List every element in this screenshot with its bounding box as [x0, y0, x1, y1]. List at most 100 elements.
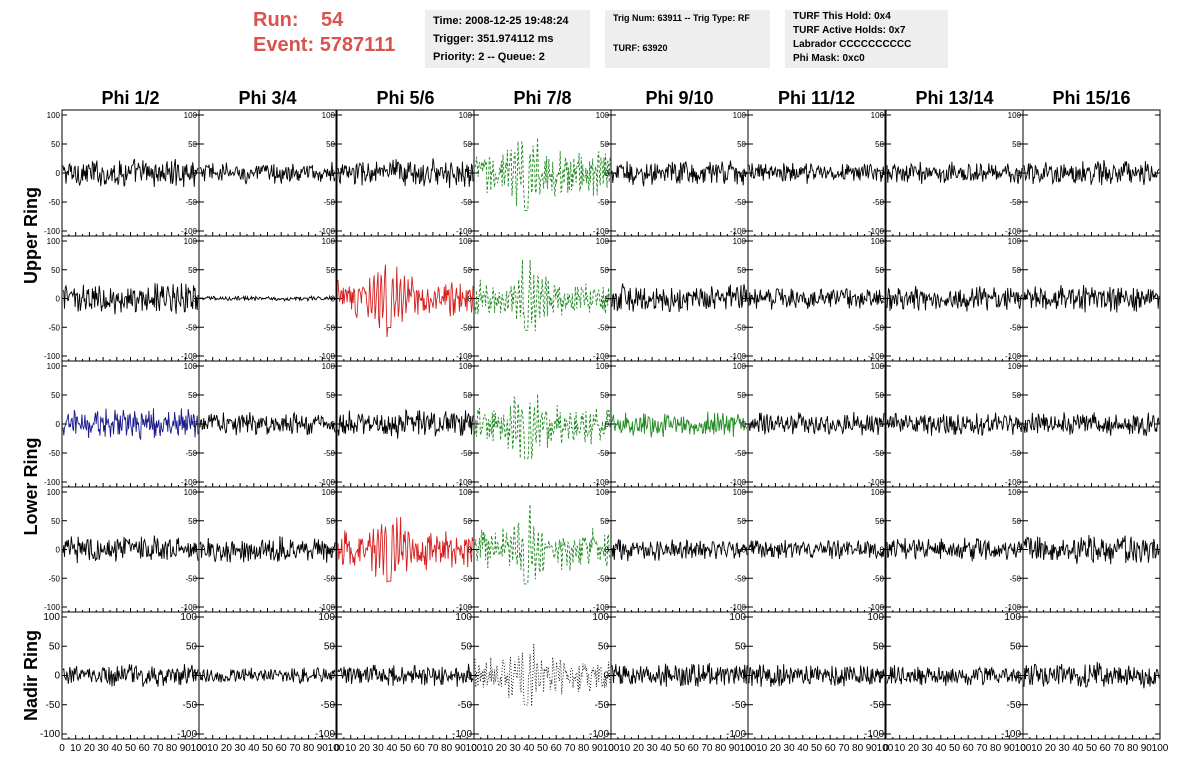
y-tick-label: -50 — [48, 198, 60, 207]
x-tick-label: 90 — [180, 743, 192, 754]
x-tick-label: 50 — [811, 743, 823, 754]
y-tick-label: 100 — [47, 237, 61, 246]
y-tick-label: 100 — [871, 362, 885, 371]
x-tick-label: 100 — [191, 743, 208, 754]
waveform-trace — [62, 158, 199, 188]
x-tick-label: 70 — [564, 743, 576, 754]
x-tick-label: 0 — [471, 743, 477, 754]
y-tick-label: 100 — [459, 111, 473, 120]
x-tick-label: 100 — [877, 743, 894, 754]
y-tick-label: 50 — [51, 391, 60, 400]
waveform-trace — [337, 408, 474, 439]
x-tick-label: 0 — [334, 743, 340, 754]
y-tick-label: 50 — [735, 641, 747, 652]
turf-text: TURF: 63920 — [613, 43, 668, 53]
y-tick-label: 0 — [331, 295, 336, 304]
x-tick-label: 90 — [1141, 743, 1153, 754]
x-tick-label: 80 — [303, 743, 315, 754]
waveform-panel: 100 50 0 -50 -100 — [730, 235, 886, 362]
y-tick-label: 100 — [871, 237, 885, 246]
x-tick-label: 50 — [949, 743, 961, 754]
y-tick-label: -50 — [460, 198, 472, 207]
y-tick-label: -100 — [593, 603, 610, 612]
y-tick-label: 50 — [461, 641, 473, 652]
waveform-panel: 100 50 0 -50 -100 — [181, 109, 337, 237]
y-tick-label: 100 — [184, 362, 198, 371]
y-tick-label: -100 — [868, 352, 885, 361]
y-tick-label: -100 — [319, 227, 336, 236]
x-tick-label: 90 — [1004, 743, 1016, 754]
waveform-trace — [474, 643, 611, 707]
waveform-panel: 100 50 0 -50 -100 — [1005, 486, 1161, 613]
y-tick-label: 0 — [880, 295, 885, 304]
y-tick-label: 100 — [318, 612, 335, 623]
x-tick-label: 80 — [166, 743, 178, 754]
x-tick-label: 30 — [98, 743, 110, 754]
waveform-trace — [199, 666, 336, 685]
y-tick-label: -50 — [323, 198, 335, 207]
x-tick-label: 30 — [235, 743, 247, 754]
y-tick-label: 100 — [43, 612, 60, 623]
y-tick-label: 50 — [324, 641, 336, 652]
x-tick-label: 90 — [866, 743, 878, 754]
waveform-trace — [611, 538, 748, 562]
y-tick-label: -50 — [734, 323, 746, 332]
x-tick-label: 90 — [729, 743, 741, 754]
column-title: Phi 5/6 — [376, 88, 434, 108]
x-tick-label: 20 — [633, 743, 645, 754]
x-tick-label: 0 — [1020, 743, 1026, 754]
y-tick-label: -100 — [1005, 352, 1022, 361]
y-tick-label: -50 — [732, 700, 747, 711]
y-tick-label: -50 — [1009, 574, 1021, 583]
y-tick-label: 0 — [740, 671, 746, 682]
y-tick-label: 50 — [600, 391, 609, 400]
y-tick-label: -100 — [593, 227, 610, 236]
y-tick-label: 0 — [468, 169, 473, 178]
waveform-trace — [62, 408, 199, 441]
y-tick-label: -50 — [872, 323, 884, 332]
y-tick-label: -50 — [323, 323, 335, 332]
waveform-trace — [748, 162, 885, 184]
y-tick-label: 50 — [49, 641, 61, 652]
x-tick-label: 40 — [248, 743, 260, 754]
y-tick-label: 100 — [184, 237, 198, 246]
x-tick-label: 70 — [427, 743, 439, 754]
waveform-panel: 100 50 0 -50 -100 — [589, 611, 749, 740]
waveform-trace — [1023, 159, 1160, 186]
waveform-trace — [748, 288, 885, 310]
y-tick-label: 0 — [605, 295, 610, 304]
waveform-panel: 100 50 0 -50 -100 — [315, 611, 475, 740]
x-tick-label: 40 — [386, 743, 398, 754]
y-tick-label: 50 — [737, 391, 746, 400]
y-tick-label: -100 — [593, 352, 610, 361]
waveform-panel: 100 50 0 -50 -100 — [868, 360, 1024, 488]
waveform-panel: 100 50 0 -50 -100 — [181, 486, 337, 613]
waveform-panel: 100 50 0 -50 -100 — [868, 486, 1024, 613]
y-tick-label: -100 — [730, 352, 747, 361]
y-tick-label: -100 — [44, 603, 61, 612]
y-tick-label: -50 — [458, 700, 473, 711]
column-title: Phi 13/14 — [915, 88, 993, 108]
y-tick-label: 50 — [600, 266, 609, 275]
y-tick-label: 100 — [180, 612, 197, 623]
y-tick-label: -100 — [44, 352, 61, 361]
y-tick-label: 0 — [466, 671, 472, 682]
waveform-panel: 100 50 0 -50 -100 — [456, 486, 612, 613]
waveform-panel: 100 50 0 -50 -100 — [452, 611, 612, 740]
y-tick-label: 100 — [1004, 612, 1021, 623]
waveform-trace — [337, 663, 474, 687]
y-tick-label: 0 — [54, 671, 60, 682]
y-tick-label: -50 — [734, 449, 746, 458]
x-tick-label: 70 — [701, 743, 713, 754]
y-tick-label: 50 — [1010, 641, 1022, 652]
y-tick-label: 100 — [592, 612, 609, 623]
y-tick-label: 100 — [596, 488, 610, 497]
x-tick-label: 70 — [152, 743, 164, 754]
y-tick-label: 0 — [331, 169, 336, 178]
x-tick-label: 20 — [84, 743, 96, 754]
x-tick-label: 0 — [745, 743, 751, 754]
x-tick-label: 0 — [59, 743, 65, 754]
priority-text: Priority: 2 -- Queue: 2 — [433, 51, 545, 63]
y-tick-label: 50 — [737, 266, 746, 275]
phi-mask-text: Phi Mask: 0xc0 — [793, 53, 865, 64]
